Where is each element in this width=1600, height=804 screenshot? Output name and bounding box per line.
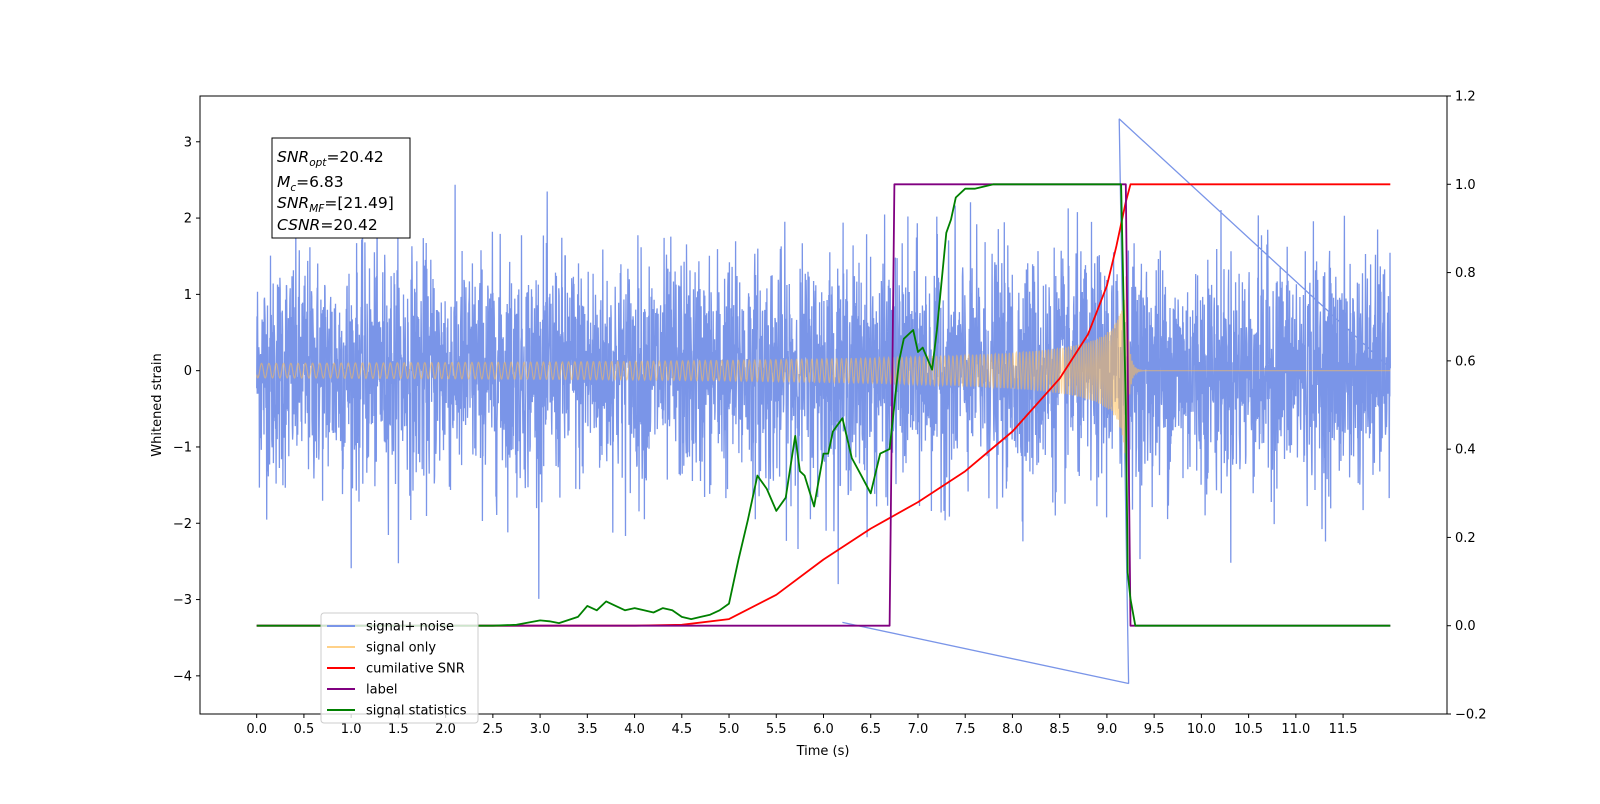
x-tick-label: 2.5 bbox=[483, 722, 504, 737]
y-right-tick-label: 1.2 bbox=[1455, 90, 1476, 105]
y-right-tick-label: −0.2 bbox=[1455, 708, 1487, 723]
annotation-line: CSNR=20.42 bbox=[277, 216, 378, 234]
x-tick-label: 9.0 bbox=[1097, 722, 1118, 737]
x-tick-label: 9.5 bbox=[1144, 722, 1165, 737]
y-right-tick-label: 0.0 bbox=[1455, 619, 1476, 634]
y-tick-label: 2 bbox=[184, 212, 192, 227]
series-line bbox=[256, 118, 1391, 685]
x-tick-label: 1.5 bbox=[388, 722, 409, 737]
y-right-tick-label: 1.0 bbox=[1455, 178, 1476, 193]
y-axis-title: Whitened strain bbox=[150, 353, 165, 456]
x-axis-title: Time (s) bbox=[796, 744, 850, 759]
x-tick-label: 5.5 bbox=[766, 722, 787, 737]
x-tick-label: 3.5 bbox=[577, 722, 598, 737]
y-tick-label: 0 bbox=[184, 364, 192, 379]
x-tick-label: 8.5 bbox=[1049, 722, 1070, 737]
annotation-box: SNRopt=20.42 Mc=6.83 SNRMF=[21.49] CSNR=… bbox=[271, 137, 411, 239]
legend: signal+ noise signal only cumilative SNR la… bbox=[320, 612, 479, 724]
series-line bbox=[256, 276, 1391, 454]
x-tick-label: 0.5 bbox=[294, 722, 315, 737]
x-tick-label: 1.0 bbox=[341, 722, 362, 737]
y-tick-label: −4 bbox=[173, 669, 192, 684]
y-right-tick-label: 0.2 bbox=[1455, 531, 1476, 546]
x-tick-label: 7.0 bbox=[908, 722, 929, 737]
annotation-line: SNRMF=[21.49] bbox=[277, 194, 394, 215]
x-tick-label: 6.5 bbox=[860, 722, 881, 737]
y-tick-label: 1 bbox=[184, 288, 192, 303]
y-tick-label: 3 bbox=[184, 135, 192, 150]
y-right-tick-label: 0.8 bbox=[1455, 266, 1476, 281]
x-tick-label: 11.5 bbox=[1329, 722, 1358, 737]
legend-label: signal statistics bbox=[366, 704, 467, 719]
annotation-line: SNRopt=20.42 bbox=[277, 148, 384, 169]
ticks-layer: 0.0 0.5 1.0 1.5 2.0 2.5 3.0 3.5 4.0 4.5 5.0 5.5 6.0 6… bbox=[173, 90, 1487, 738]
x-tick-label: 3.0 bbox=[530, 722, 551, 737]
y-right-tick-label: 0.4 bbox=[1455, 443, 1476, 458]
x-tick-label: 2.0 bbox=[435, 722, 456, 737]
series-line bbox=[256, 183, 1391, 627]
x-tick-label: 8.0 bbox=[1002, 722, 1023, 737]
x-tick-label: 6.0 bbox=[813, 722, 834, 737]
legend-label: signal+ noise bbox=[366, 620, 454, 635]
legend-label: cumilative SNR bbox=[366, 662, 465, 677]
x-tick-label: 10.0 bbox=[1187, 722, 1216, 737]
x-tick-label: 11.0 bbox=[1281, 722, 1310, 737]
series-layer bbox=[256, 118, 1391, 685]
x-tick-label: 7.5 bbox=[955, 722, 976, 737]
legend-label: signal only bbox=[366, 641, 436, 656]
x-tick-label: 0.0 bbox=[246, 722, 267, 737]
y-tick-label: −2 bbox=[173, 517, 192, 532]
x-tick-label: 4.0 bbox=[624, 722, 645, 737]
x-tick-label: 10.5 bbox=[1234, 722, 1263, 737]
y-tick-label: −1 bbox=[173, 440, 192, 455]
legend-label: label bbox=[366, 683, 397, 698]
annotation-line: Mc=6.83 bbox=[277, 173, 344, 194]
x-tick-label: 4.5 bbox=[671, 722, 692, 737]
legend-frame bbox=[320, 612, 479, 724]
x-tick-label: 5.0 bbox=[719, 722, 740, 737]
y-tick-label: −3 bbox=[173, 593, 192, 608]
y-right-tick-label: 0.6 bbox=[1455, 354, 1476, 369]
